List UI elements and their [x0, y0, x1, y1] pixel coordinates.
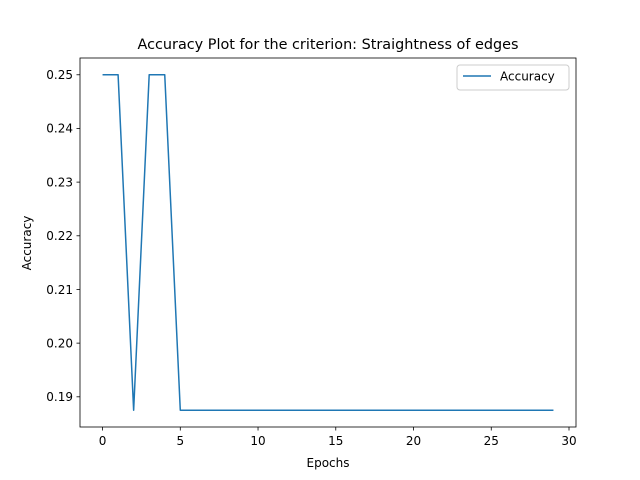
plot-frame	[79, 57, 577, 428]
x-tick-label-0: 0	[99, 434, 107, 448]
y-tick-label-2: 0.21	[46, 283, 73, 297]
y-tick-label-6: 0.25	[46, 68, 73, 82]
y-tick-label-5: 0.24	[46, 122, 73, 136]
x-tick-label-3: 15	[328, 434, 343, 448]
y-axis-label: Accuracy	[20, 216, 34, 271]
plot-area: 0 5 10 15 20 25 30 0.19 0.20 0.21 0.22 0.23 0.24 0.25	[46, 57, 577, 448]
x-tick-label-5: 25	[484, 434, 499, 448]
y-tick-label-0: 0.19	[46, 390, 73, 404]
x-tick-label-1: 5	[176, 434, 184, 448]
legend-frame	[456, 64, 570, 91]
x-tick-label-4: 20	[406, 434, 421, 448]
x-tick-label-2: 10	[250, 434, 265, 448]
legend-label: Accuracy	[500, 70, 555, 84]
y-tick-label-4: 0.23	[46, 175, 73, 189]
legend: Accuracy	[456, 64, 570, 91]
y-tick-label-1: 0.20	[46, 336, 73, 350]
series-line-0	[102, 74, 554, 411]
chart-title: Accuracy Plot for the criterion: Straigh…	[138, 37, 519, 53]
y-tick-label-3: 0.22	[46, 229, 73, 243]
x-tick-label-6: 30	[561, 434, 576, 448]
x-axis-label: Epochs	[307, 456, 350, 470]
